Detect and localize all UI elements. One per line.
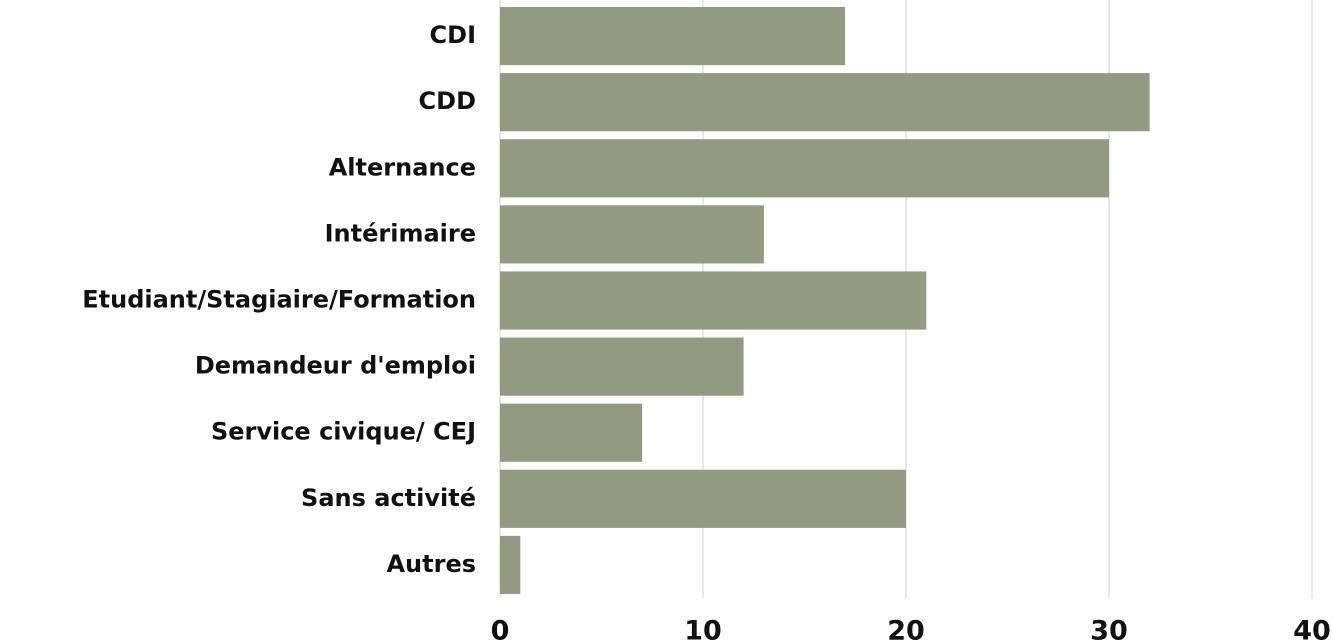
y-tick-label: Intérimaire [325,219,476,247]
bar [500,403,643,462]
bar [500,73,1150,132]
bar [500,535,521,595]
bar [500,139,1109,198]
y-tick-label: Alternance [329,153,476,181]
bar [500,337,744,396]
y-tick-label: Service civique/ CEJ [211,418,476,446]
bar [500,6,846,66]
x-tick-label: 10 [684,616,722,644]
y-tick-label: Demandeur d'emploi [195,352,476,380]
y-tick-label: CDI [430,21,476,49]
y-tick-label: Autres [386,550,476,578]
y-tick-label: Etudiant/Stagiaire/Formation [82,286,476,314]
bar [500,271,927,330]
bar [500,469,906,528]
x-tick-label: 30 [1090,616,1128,644]
x-tick-label: 40 [1293,616,1331,644]
bar [500,205,764,264]
x-tick-label: 0 [491,616,510,644]
x-tick-label: 20 [887,616,925,644]
y-tick-label: Sans activité [301,484,476,512]
y-tick-label: CDD [419,87,476,115]
